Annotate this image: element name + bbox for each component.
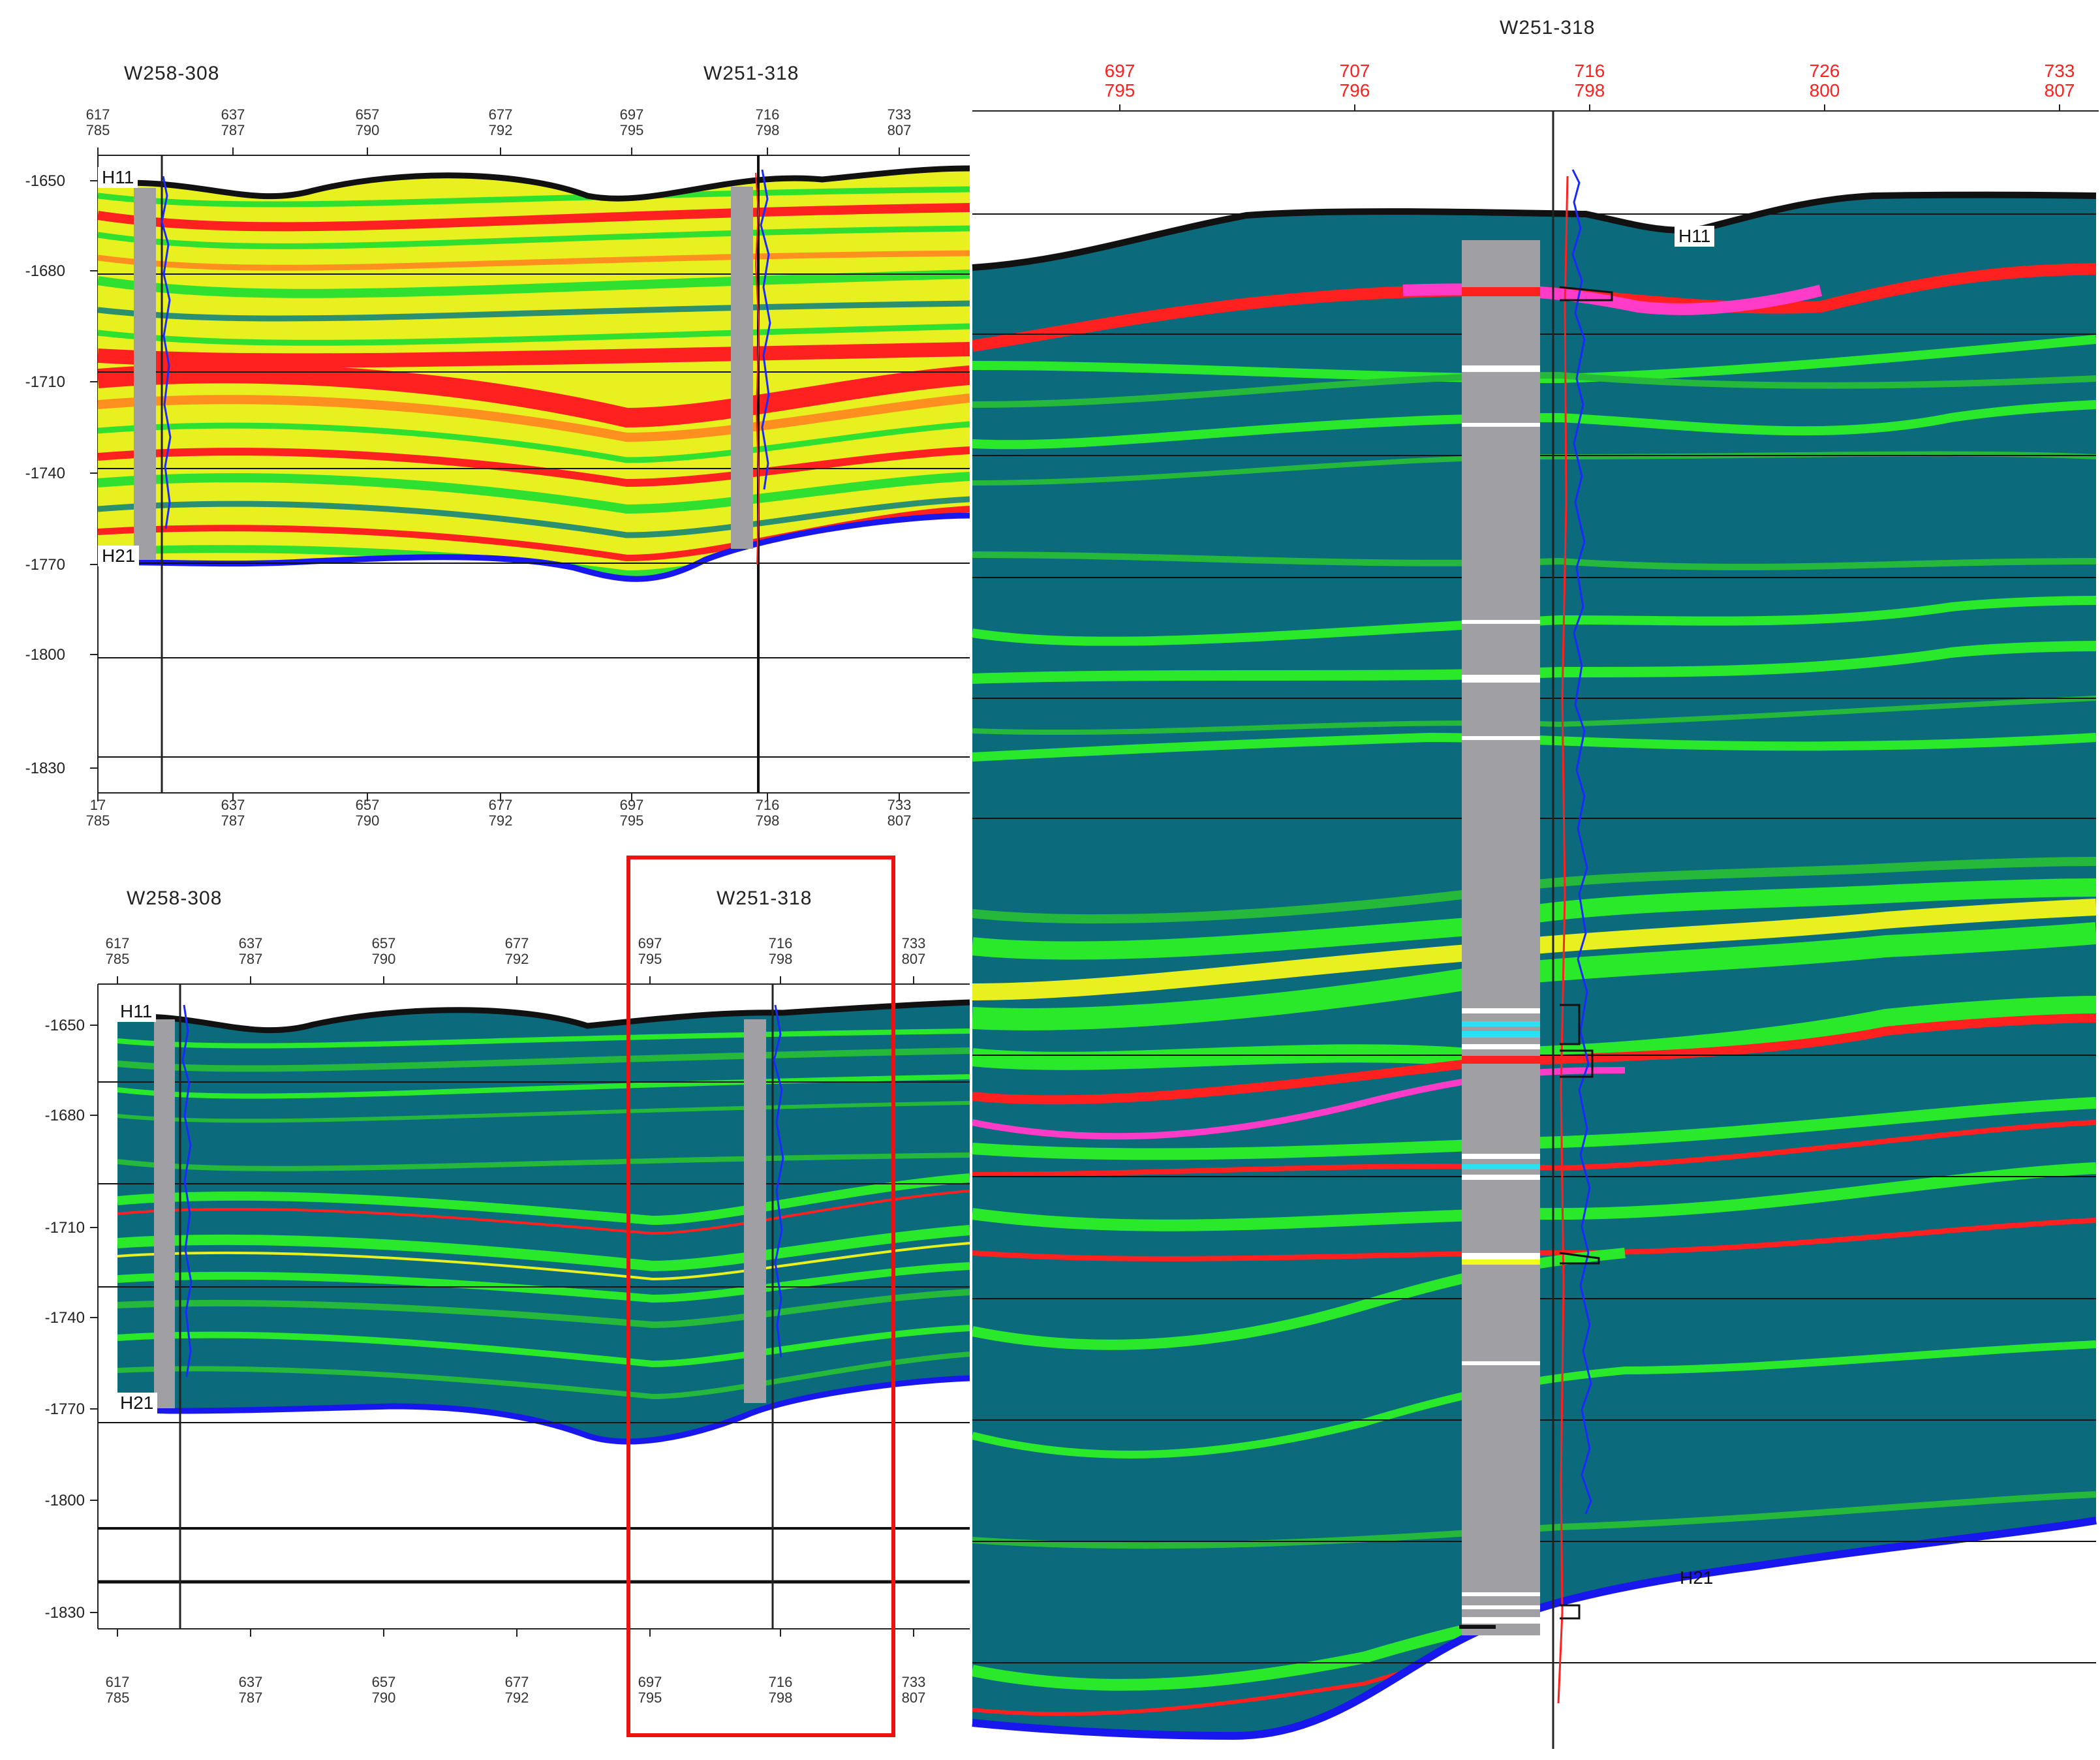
x-tick-label: 637 787 [221, 797, 245, 829]
depth-tick-label: -1770 [44, 1400, 85, 1418]
x-tick-label: 733 807 [901, 935, 926, 967]
well-column [1462, 240, 1540, 1635]
x-tick-label: 657 790 [371, 1674, 396, 1706]
x-tick-label: 657 790 [355, 106, 380, 138]
x-tick-label: 17 785 [85, 797, 110, 829]
depth-tick-marks [90, 180, 98, 769]
depth-tick-label: -1650 [44, 1017, 85, 1034]
depth-tick-label: -1680 [25, 262, 65, 280]
x-tick-label: 733 807 [2044, 61, 2075, 100]
x-tick-label: 716 798 [768, 1674, 793, 1706]
x-tick-label: 733 807 [887, 106, 912, 138]
x-tick-label: 697 795 [619, 106, 644, 138]
x-tick-label: 716 798 [768, 935, 793, 967]
depth-tick-label: -1680 [44, 1107, 85, 1124]
depth-tick-label: -1830 [44, 1604, 85, 1622]
x-tick-label: 677 792 [488, 797, 513, 829]
well-log-blocks [1559, 286, 1613, 1620]
depth-tick-label: -1650 [25, 172, 65, 190]
well-log-right [773, 1004, 784, 1358]
x-tick-label: 657 790 [355, 797, 380, 829]
depth-tick-label: -1830 [25, 760, 65, 777]
model-section-bottom-left [90, 856, 970, 1737]
x-tick-label: 697 795 [619, 797, 644, 829]
well-column-left [154, 1019, 175, 1408]
horizon-h11-line [117, 999, 970, 1034]
model-section-zoomed [972, 104, 2099, 1749]
x-tick-label: 637 787 [238, 1674, 263, 1706]
horizon-label-h21: H21 [116, 1393, 158, 1413]
x-tick-label: 677 792 [488, 106, 513, 138]
horizon-label-h21: H21 [98, 546, 140, 566]
x-tick-label: 637 787 [238, 935, 263, 967]
base-line [117, 1375, 970, 1445]
depth-tick-label: -1800 [44, 1492, 85, 1509]
x-tick-marks [117, 976, 914, 1637]
x-tick-label: 637 787 [221, 106, 245, 138]
well-column-right [744, 1019, 766, 1403]
x-tick-label: 716 798 [755, 106, 780, 138]
well-column-right [731, 187, 753, 549]
well-log-red [1557, 176, 1569, 1704]
well-label-left: W258-308 [127, 888, 223, 909]
x-tick-label: 677 792 [504, 935, 529, 967]
well-label-left: W258-308 [124, 63, 220, 84]
well-column-left [134, 188, 156, 560]
x-tick-label: 697 795 [638, 935, 662, 967]
cross-section-bottom-left: W258-308 W251-318 617 785 637 787 657 790 6… [0, 848, 972, 1760]
well-label-right: W251-318 [717, 888, 812, 909]
x-tick-label: 617 785 [105, 935, 130, 967]
cross-section-zoomed: W251-318 697 795 707 796 716 798 726 800 733… [972, 0, 2100, 1760]
x-tick-marks [97, 147, 900, 801]
x-tick-label: 657 790 [371, 935, 396, 967]
x-tick-label: 617 785 [105, 1674, 130, 1706]
horizon-label-h11: H11 [98, 167, 138, 188]
x-tick-label: 716 798 [1574, 61, 1605, 100]
x-tick-marks [1119, 104, 2060, 111]
horizon-label-h11: H11 [116, 1001, 157, 1022]
x-tick-label: 707 796 [1339, 61, 1370, 100]
horizon-h11-line [97, 165, 970, 202]
well-log-right [760, 169, 771, 490]
well-log-left [161, 176, 172, 529]
x-tick-label: 697 795 [638, 1674, 662, 1706]
depth-tick-label: -1770 [25, 556, 65, 574]
depth-tick-label: -1740 [25, 465, 65, 482]
well-label-right: W251-318 [703, 63, 799, 84]
depth-tick-label: -1740 [44, 1309, 85, 1327]
horizon-label-h11: H11 [1675, 226, 1715, 247]
model-section-top-left [90, 147, 970, 801]
x-tick-label: 617 785 [85, 106, 110, 138]
x-tick-label: 726 800 [1809, 61, 1840, 100]
x-tick-label: 697 795 [1104, 61, 1135, 100]
base-line [972, 1517, 2097, 1740]
horizon-h11-line [972, 191, 2097, 271]
depth-tick-label: -1710 [25, 373, 65, 391]
well-label: W251-318 [1500, 17, 1596, 39]
well-log-left [181, 1004, 193, 1378]
depth-tick-marks [90, 1025, 98, 1613]
x-tick-label: 733 807 [901, 1674, 926, 1706]
horizon-label-h21: H21 [1680, 1567, 1714, 1588]
depth-tick-label: -1800 [25, 646, 65, 664]
depth-tick-label: -1710 [44, 1219, 85, 1237]
x-tick-label: 677 792 [504, 1674, 529, 1706]
highlight-box [626, 856, 895, 1737]
well-log-blue [1571, 169, 1592, 1515]
x-tick-label: 716 798 [755, 797, 780, 829]
cross-section-top-left: W258-308 W251-318 617 785 637 787 657 790 6… [0, 0, 972, 848]
x-tick-label: 733 807 [887, 797, 912, 829]
